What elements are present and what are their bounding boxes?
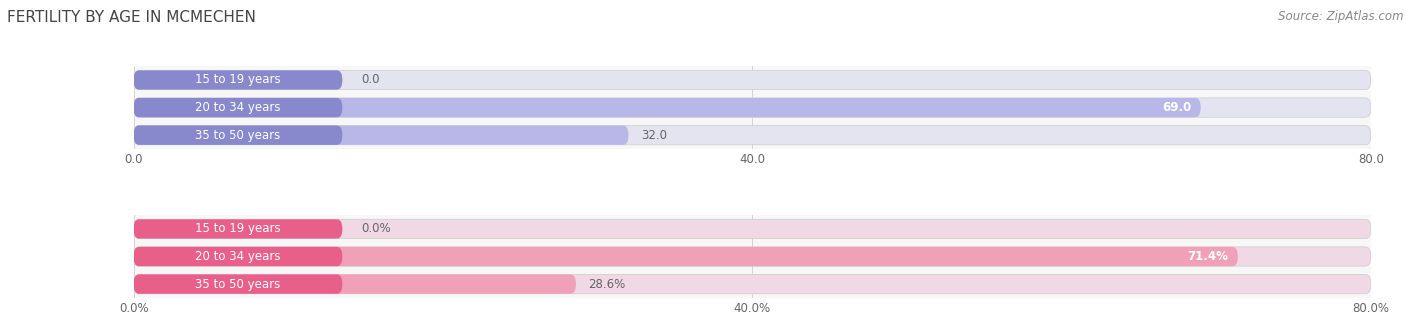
FancyBboxPatch shape <box>134 219 1371 239</box>
Text: 71.4%: 71.4% <box>1188 250 1229 263</box>
FancyBboxPatch shape <box>134 98 1201 117</box>
Text: FERTILITY BY AGE IN MCMECHEN: FERTILITY BY AGE IN MCMECHEN <box>7 10 256 25</box>
FancyBboxPatch shape <box>134 274 1371 294</box>
FancyBboxPatch shape <box>134 247 343 266</box>
Text: 0.0%: 0.0% <box>361 222 391 235</box>
FancyBboxPatch shape <box>134 125 1371 145</box>
Text: 35 to 50 years: 35 to 50 years <box>195 129 281 142</box>
Text: 20 to 34 years: 20 to 34 years <box>195 101 281 114</box>
FancyBboxPatch shape <box>134 247 1237 266</box>
FancyBboxPatch shape <box>134 125 343 145</box>
FancyBboxPatch shape <box>134 274 343 294</box>
Text: 0.0: 0.0 <box>361 73 380 86</box>
FancyBboxPatch shape <box>134 274 576 294</box>
FancyBboxPatch shape <box>134 70 1371 90</box>
Text: 35 to 50 years: 35 to 50 years <box>195 278 281 291</box>
FancyBboxPatch shape <box>134 70 343 90</box>
FancyBboxPatch shape <box>134 98 1371 117</box>
FancyBboxPatch shape <box>134 125 628 145</box>
Text: 28.6%: 28.6% <box>588 278 626 291</box>
Text: Source: ZipAtlas.com: Source: ZipAtlas.com <box>1278 10 1403 23</box>
Text: 69.0: 69.0 <box>1163 101 1191 114</box>
Text: 15 to 19 years: 15 to 19 years <box>195 222 281 235</box>
Text: 20 to 34 years: 20 to 34 years <box>195 250 281 263</box>
FancyBboxPatch shape <box>134 247 1371 266</box>
Text: 15 to 19 years: 15 to 19 years <box>195 73 281 86</box>
FancyBboxPatch shape <box>134 98 343 117</box>
Text: 32.0: 32.0 <box>641 129 666 142</box>
FancyBboxPatch shape <box>134 219 343 239</box>
